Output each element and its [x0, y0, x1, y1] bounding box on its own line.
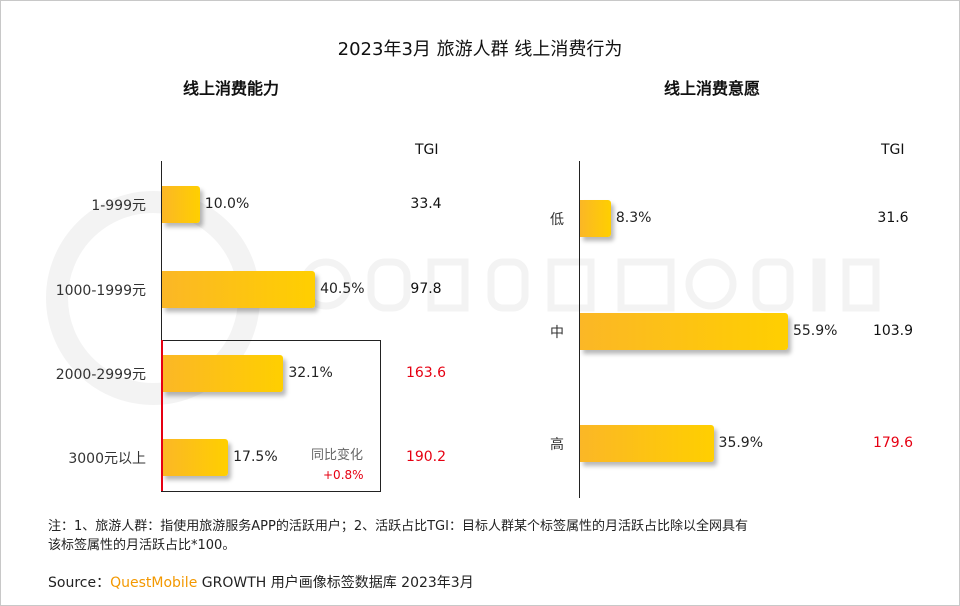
- left-tgi-header: TGI: [415, 142, 439, 158]
- footnote-line-1: 注：1、旅游人群：指使用旅游服务APP的活跃用户；2、活跃占比TGI：目标人群某…: [48, 519, 748, 534]
- tgi-value: 97.8: [410, 281, 442, 297]
- page-title: 2023年3月 旅游人群 线上消费行为: [337, 39, 623, 60]
- highlight-axis-segment: [161, 340, 163, 491]
- source: Source：QuestMobile GROWTH 用户画像标签数据库 2023…: [48, 572, 474, 592]
- bar: [162, 355, 284, 392]
- category-label: 3000元以上: [68, 451, 146, 467]
- footnote: 注：1、旅游人群：指使用旅游服务APP的活跃用户；2、活跃占比TGI：目标人群某…: [48, 517, 953, 555]
- data-label: 10.0%: [204, 196, 250, 212]
- source-brand: QuestMobile: [110, 575, 198, 591]
- tgi-value: 103.9: [872, 323, 914, 339]
- data-label: 55.9%: [792, 323, 838, 339]
- category-label: 1-999元: [91, 198, 146, 214]
- tgi-value: 163.6: [405, 365, 447, 381]
- yoy-value: +0.8%: [323, 468, 364, 482]
- y-axis: [161, 161, 162, 491]
- category-label: 高: [550, 437, 564, 453]
- tgi-value: 179.6: [872, 435, 914, 451]
- data-label: 32.1%: [288, 365, 333, 381]
- bar: [580, 200, 611, 237]
- left-chart-title: 线上消费能力: [183, 79, 280, 98]
- bar: [580, 425, 714, 462]
- data-label: 35.9%: [718, 435, 764, 451]
- right-tgi-header: TGI: [881, 142, 905, 158]
- watermark-picture: [301, 258, 880, 312]
- category-label: 中: [550, 325, 564, 341]
- right-chart-title: 线上消费意愿: [664, 79, 761, 98]
- bar: [162, 271, 316, 308]
- bar: [580, 313, 788, 350]
- tgi-value: 190.2: [405, 449, 447, 465]
- bar: [162, 439, 229, 476]
- yoy-label: 同比变化: [311, 448, 364, 463]
- source-prefix: Source：: [48, 575, 111, 591]
- footnote-line-2: 该标签属性的月活跃占比*100。: [48, 538, 236, 553]
- data-label: 17.5%: [233, 449, 278, 465]
- tgi-value: 31.6: [877, 210, 909, 226]
- source-rest: GROWTH 用户画像标签数据库 2023年3月: [201, 575, 474, 591]
- data-label: 8.3%: [615, 210, 652, 226]
- category-label: 1000-1999元: [55, 283, 146, 299]
- category-label: 2000-2999元: [55, 367, 146, 383]
- bar: [162, 186, 200, 223]
- data-label: 40.5%: [320, 281, 365, 297]
- tgi-value: 33.4: [410, 196, 442, 212]
- category-label: 低: [550, 212, 564, 228]
- y-axis: [579, 161, 580, 498]
